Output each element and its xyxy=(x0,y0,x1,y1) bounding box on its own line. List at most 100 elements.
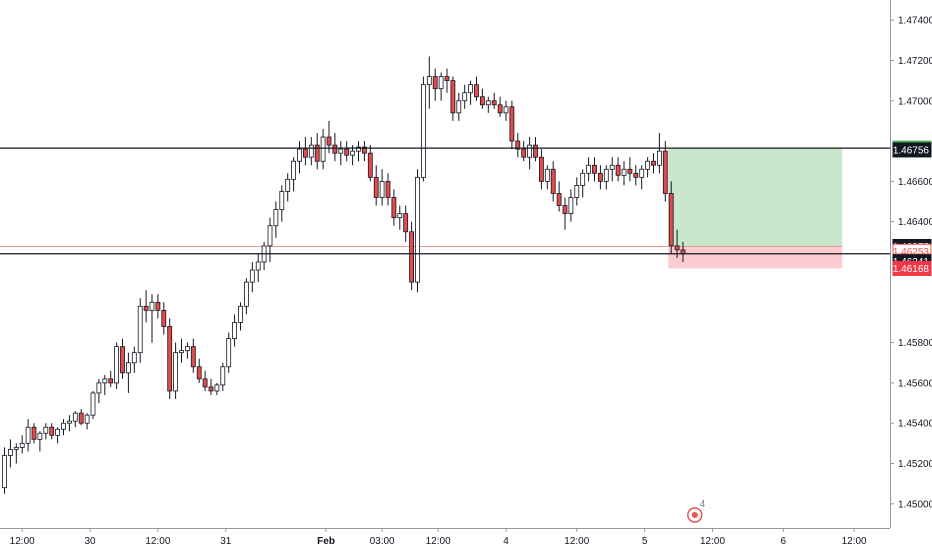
candle-body xyxy=(149,301,155,311)
candle xyxy=(279,185,285,222)
candle-body xyxy=(131,352,137,364)
candle-body xyxy=(539,156,544,182)
candle xyxy=(202,370,208,391)
candle xyxy=(361,141,367,162)
candle-body xyxy=(72,412,78,422)
candle xyxy=(609,157,615,182)
candle-body xyxy=(592,164,597,174)
candle xyxy=(332,133,338,162)
candle-body xyxy=(462,92,468,102)
price-tick-label: 1.45400 xyxy=(898,419,932,430)
time-tick-label: 12:00 xyxy=(842,536,867,547)
event-marker[interactable]: 4 xyxy=(687,499,706,523)
profit-zone[interactable] xyxy=(668,148,843,247)
candle xyxy=(556,181,562,212)
price-badge-label: 1.46168 xyxy=(893,264,930,275)
candle xyxy=(179,338,184,363)
candle-body xyxy=(379,180,385,198)
candle-body xyxy=(344,148,350,156)
candle-body xyxy=(320,136,326,162)
candle xyxy=(491,92,497,109)
time-tick-label: 12:00 xyxy=(564,536,589,547)
candle xyxy=(385,173,391,206)
candle xyxy=(497,96,503,117)
candle-body xyxy=(468,84,474,94)
candle xyxy=(96,378,102,404)
candle xyxy=(645,157,650,178)
candle xyxy=(539,149,544,190)
candle-body xyxy=(302,148,308,158)
candle xyxy=(208,378,214,395)
candle xyxy=(90,390,96,420)
candle xyxy=(72,411,78,428)
candle xyxy=(598,165,603,190)
candle xyxy=(415,169,420,293)
candle-body xyxy=(214,384,220,392)
candle-body xyxy=(409,231,415,283)
candle xyxy=(373,165,379,206)
position-zones[interactable] xyxy=(0,148,843,269)
candle xyxy=(356,141,361,162)
candle-body xyxy=(96,382,102,394)
candle-body xyxy=(291,160,297,180)
price-badge-box xyxy=(892,142,932,158)
candle xyxy=(527,137,532,170)
time-tick-label: 12:00 xyxy=(426,536,451,547)
candle xyxy=(220,362,226,391)
candle xyxy=(137,298,143,363)
candle xyxy=(338,141,344,166)
time-tick-label: 12:00 xyxy=(145,536,170,547)
candle xyxy=(468,80,474,105)
candle-body xyxy=(126,362,131,374)
candle-body xyxy=(621,168,627,176)
candle-body xyxy=(609,164,615,170)
candle-body xyxy=(102,378,108,384)
candle xyxy=(320,128,326,170)
candle xyxy=(651,153,656,174)
candle-body xyxy=(633,172,639,178)
candle xyxy=(432,68,438,101)
candle-body xyxy=(67,420,72,424)
candle-body xyxy=(497,104,503,114)
candle xyxy=(114,342,119,389)
price-axis[interactable]: 1.45000 1.45200 1.45400 1.45600 1.45800 1.464… xyxy=(890,16,932,511)
time-tick-label: 12:00 xyxy=(700,536,725,547)
time-tick-label: 30 xyxy=(84,536,96,547)
candle-body xyxy=(49,426,55,436)
candle-body xyxy=(521,148,527,158)
candle xyxy=(255,253,261,283)
candle-body xyxy=(426,76,432,86)
event-marker-dot xyxy=(691,512,698,518)
candle-body xyxy=(226,338,232,368)
price-badge-label: 1.46253 xyxy=(893,247,930,258)
candle-body xyxy=(415,176,420,283)
candle xyxy=(586,157,591,182)
candle-body xyxy=(603,168,609,182)
candle-body xyxy=(173,352,179,392)
candle-body xyxy=(350,150,356,156)
candle-body xyxy=(444,76,450,82)
candle xyxy=(314,133,320,170)
time-axis[interactable]: 12:00 30 12:00 31 Feb 03:00 12:00 4 12:00 5 12:00 6… xyxy=(10,528,867,547)
candle-body xyxy=(397,213,403,219)
candle xyxy=(450,76,456,121)
candle xyxy=(120,338,125,379)
candle xyxy=(84,413,90,430)
candle-body xyxy=(326,136,332,146)
candle-body xyxy=(450,80,456,114)
candle-body xyxy=(586,164,591,174)
candle xyxy=(603,165,609,190)
horizontal-levels[interactable] xyxy=(0,147,890,255)
candle-body xyxy=(31,426,37,440)
candle-body xyxy=(143,305,149,311)
candle xyxy=(485,96,491,113)
candle-body xyxy=(491,100,497,106)
candle-body xyxy=(420,84,426,178)
candle-body xyxy=(550,168,556,194)
loss-zone[interactable] xyxy=(668,246,843,269)
candle xyxy=(574,177,580,206)
candle-body xyxy=(61,422,66,430)
candle xyxy=(19,435,25,454)
